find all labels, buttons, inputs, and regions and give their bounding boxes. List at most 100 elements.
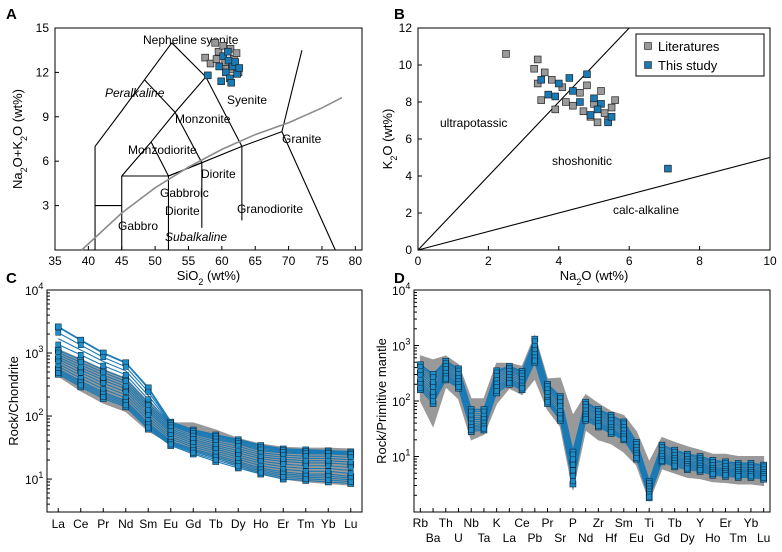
panel-d-x-tick-label: U (454, 531, 463, 545)
panel-d-this-study-line (419, 350, 764, 492)
panel-b-this-study-point (565, 74, 574, 82)
panel-c-this-study-marker (325, 457, 332, 464)
panel-c-this-study-marker (54, 323, 62, 331)
panel-a-y-axis-title: Na2O+K2O (wt%) (10, 89, 29, 189)
panel-b-x-tick-label: 0 (415, 254, 422, 268)
panel-c-this-study-marker (100, 354, 107, 361)
panel-c-this-study-marker (145, 407, 152, 413)
panel-a-y-tick-label: 15 (36, 21, 50, 35)
panel-b-literature-point (530, 64, 538, 73)
panel-d-this-study-marker (544, 399, 551, 406)
panel-a-label-subalkaline: Subalkaline (165, 230, 227, 244)
panel-a-x-tick-label: 45 (115, 254, 129, 268)
panel-a-literature-point (206, 59, 215, 68)
panel-c-this-study-marker (77, 342, 84, 348)
panel-c-this-study-line (58, 358, 351, 466)
panel-b-this-study-point (590, 94, 598, 103)
panel-a-label-diorite-second: Diorite (165, 204, 200, 218)
panel-d-this-study-line (420, 339, 764, 485)
panel-a-literature-point (211, 39, 219, 47)
panel-b-y-tick-label: 8 (405, 95, 412, 109)
panel-c-this-study-line (58, 352, 351, 458)
panel-d-y-tick-label: 103 (392, 337, 410, 354)
panel-a-this-study-point (215, 62, 223, 71)
panel-c-this-study-marker (122, 363, 129, 370)
panel-d-x-tick-label: Hf (605, 531, 618, 545)
panel-d-x-tick-label: Tm (730, 531, 747, 545)
panel-d-this-study-marker (659, 457, 665, 464)
panel-b-y-tick-label: 2 (405, 206, 412, 220)
panel-c-this-study-marker (100, 394, 107, 400)
panel-a-label-gabbro: Gabbro (118, 219, 158, 233)
panel-c-this-study-marker (77, 364, 84, 371)
panel-d-this-study-marker (481, 425, 487, 432)
panel-a-x-tick-label: 75 (315, 254, 329, 268)
panel-d-this-study-marker (519, 385, 525, 392)
panel-a-x-tick-label: 55 (182, 254, 196, 268)
panel-d-this-study-marker (506, 380, 513, 386)
panel-d-this-study-marker (570, 456, 576, 463)
panel-c-this-study-marker (212, 457, 219, 463)
panel-a-this-study-point (227, 79, 235, 87)
panel-d-this-study-marker (430, 398, 436, 405)
panel-c-x-tick-label: Pr (97, 517, 109, 531)
panel-c-y-axis-title: Rock/Chondrite (6, 356, 21, 446)
panel-c-this-study-marker (145, 388, 152, 395)
panel-b-literature-point (593, 118, 602, 127)
panel-c-this-study-marker (122, 378, 129, 385)
panel-d-x-tick-label: Pb (527, 531, 542, 545)
panel-b-this-study-point (586, 111, 595, 119)
panel-d-x-tick-label: Tb (668, 516, 682, 530)
panel-b-literature-point (597, 87, 605, 95)
panel-b-y-tick-label: 10 (399, 58, 413, 72)
panel-d-x-tick-label: Ti (644, 516, 654, 530)
panel-c-this-study-marker (167, 441, 174, 448)
panel-c-x-tick-label: Ho (253, 517, 269, 531)
panel-d-this-study-marker (468, 427, 475, 434)
panel-b-k2o-na2o-diagram: B 0 2 4 6 8 10 0 2 4 6 8 10 12 Na2O (wt%) K2O (wt%) ultr… (380, 6, 777, 287)
panel-c-x-tick-label: Yb (321, 517, 336, 531)
panel-a-letter: A (6, 6, 17, 23)
panel-d-this-study-marker (570, 451, 576, 458)
panel-d-this-study-marker (722, 472, 729, 479)
panel-d-this-study-line (419, 346, 764, 489)
panel-c-this-study-marker (190, 449, 197, 456)
panel-c-this-study-line (57, 368, 351, 477)
panel-c-this-study-marker (302, 462, 309, 469)
panel-c-this-study-line (57, 326, 351, 453)
panel-b-label-shoshonitic: shoshonitic (552, 154, 612, 168)
panel-b-literature-point (502, 50, 510, 58)
panel-c-this-study-marker (347, 454, 354, 461)
panel-d-y-tick-label: 101 (392, 448, 410, 465)
panel-b-literature-point (548, 76, 556, 84)
panel-a-field-boundary (150, 141, 169, 177)
panel-b-literature-point (569, 101, 577, 110)
panel-a-field-boundary (241, 131, 283, 147)
panel-b-boundary-line (417, 27, 630, 251)
panel-c-this-study-marker (100, 374, 107, 381)
panel-c-this-study-marker (325, 462, 332, 469)
panel-a-field-boundary (144, 79, 176, 113)
panel-b-this-study-point (583, 70, 591, 78)
panel-d-this-study-marker (735, 473, 742, 480)
panel-b-y-tick-label: 12 (399, 21, 413, 35)
panel-d-this-study-marker (748, 473, 754, 480)
panel-a-this-study-point (222, 68, 230, 77)
panel-a-field-boundary (94, 110, 123, 147)
panel-d-letter: D (394, 270, 405, 287)
panel-c-this-study-marker (280, 474, 287, 481)
panel-d-this-study-marker (557, 415, 564, 422)
panel-b-letter: B (394, 6, 405, 23)
panel-a-field-boundary (121, 79, 145, 112)
panel-a-y-tick-label: 3 (42, 199, 49, 213)
panel-c-x-tick-label: Tm (297, 517, 314, 531)
panel-b-boundary-line (417, 156, 771, 251)
panel-d-this-study-line (419, 359, 764, 499)
panel-d-this-study-marker (430, 384, 436, 390)
panel-b-y-axis-title: K2O (wt%) (380, 109, 399, 170)
panel-d-this-study-line (419, 354, 764, 495)
panel-d-x-tick-label: Gd (654, 531, 670, 545)
panel-c-this-study-marker (55, 358, 62, 365)
panel-c-this-study-marker (55, 329, 62, 336)
panel-c-y-tick-label: 101 (25, 470, 43, 487)
